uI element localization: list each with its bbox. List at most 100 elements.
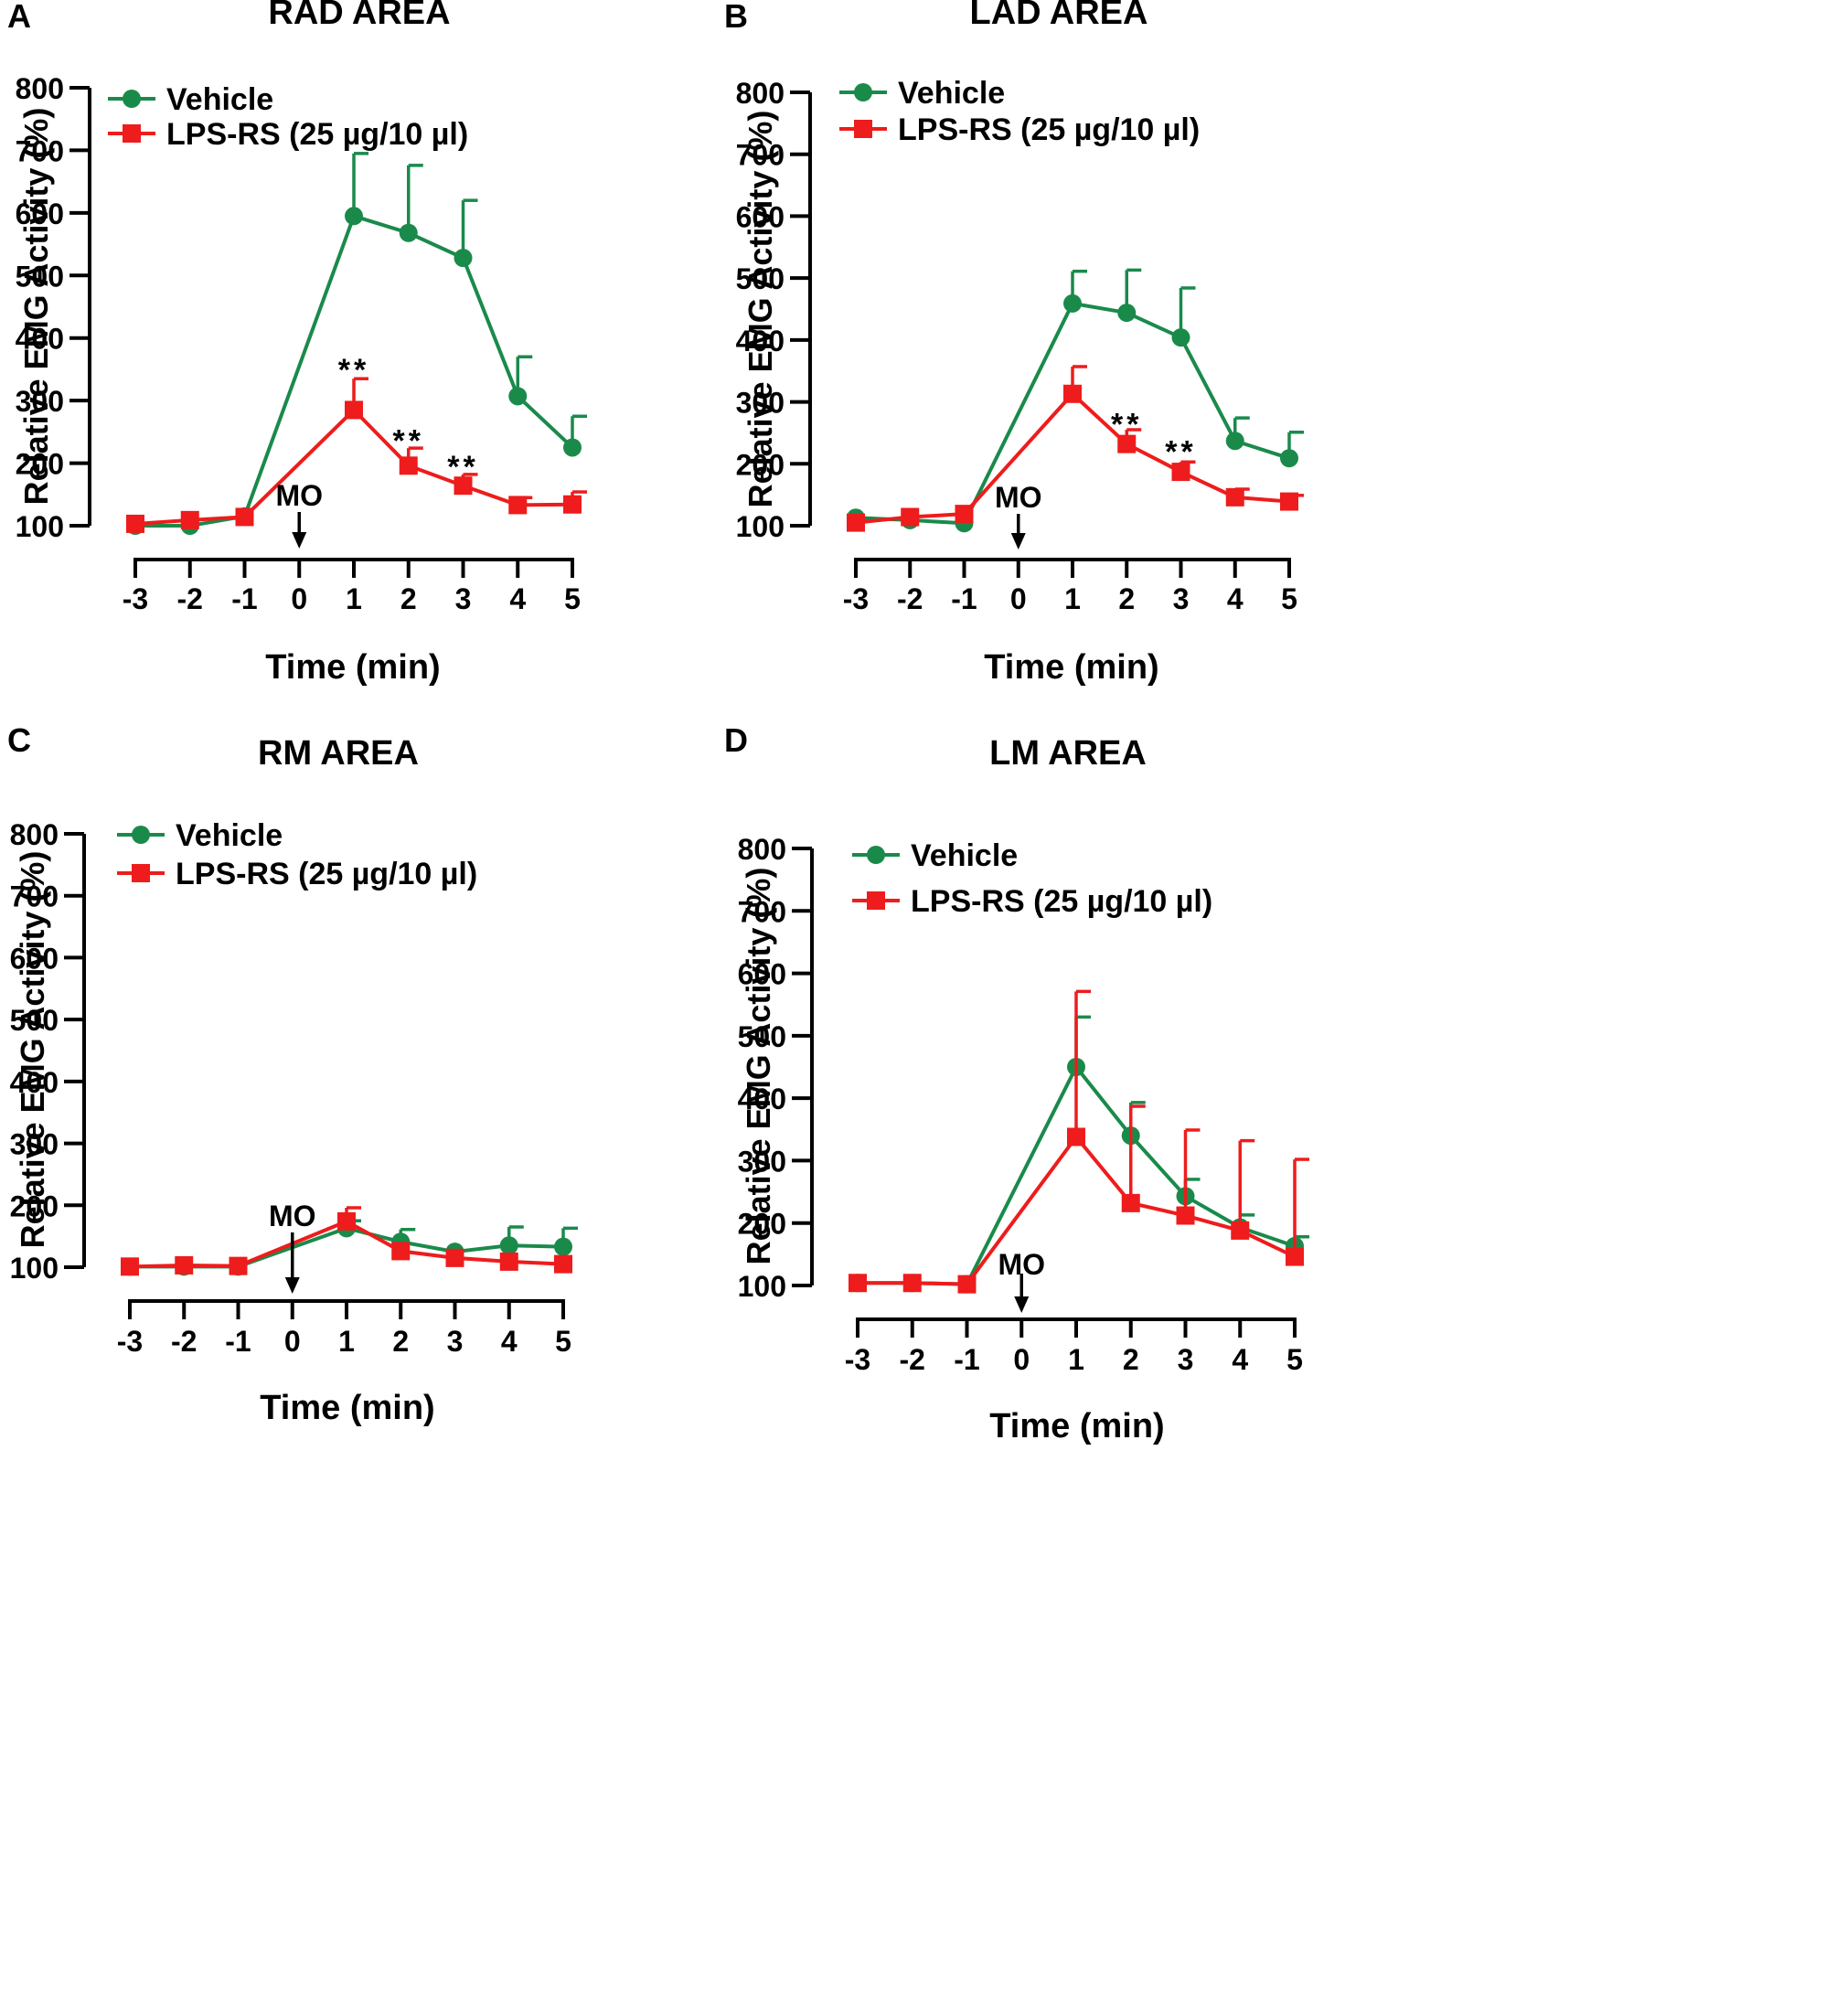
x-tick-label: -1 [225, 1325, 251, 1358]
y-tick-label: 100 [16, 510, 64, 543]
y-tick-label: 400 [736, 325, 785, 357]
x-tick-label: 5 [1286, 1343, 1303, 1376]
x-tick-label: -2 [900, 1343, 925, 1376]
x-tick-label: -2 [897, 582, 923, 615]
y-axis-label: Relative EMG Activity (%) [17, 108, 55, 506]
x-tick-label: 3 [1173, 582, 1190, 615]
legend-circle-icon [854, 83, 872, 101]
y-axis-label: Relative EMG Activity (%) [742, 111, 779, 508]
x-axis-label: Time (min) [260, 1389, 434, 1427]
series-line [858, 1134, 1296, 1286]
x-tick-label: 4 [1227, 582, 1244, 615]
panel-letter: C [7, 721, 31, 759]
data-point [563, 495, 582, 514]
x-tick-label: 3 [1178, 1343, 1194, 1376]
legend-label: LPS-RS (25 µg/10 µl) [898, 112, 1200, 147]
data-point [1280, 492, 1298, 511]
x-tick-label: -2 [171, 1325, 197, 1358]
data-point [1286, 1247, 1304, 1266]
x-axis-label: Time (min) [265, 648, 440, 687]
y-tick-label: 200 [10, 1189, 59, 1222]
x-tick-label: -1 [951, 582, 977, 615]
x-tick-label: -3 [123, 582, 148, 615]
data-point [1231, 1221, 1250, 1240]
y-tick-label: 500 [16, 260, 64, 293]
data-point [454, 476, 473, 496]
data-point [391, 1242, 411, 1261]
legend-label: LPS-RS (25 µg/10 µl) [176, 857, 477, 891]
significance-marker: ** [1165, 435, 1196, 470]
data-point [121, 1257, 139, 1276]
chart-title: LM AREA [989, 734, 1147, 773]
x-tick-label: 4 [1232, 1343, 1248, 1376]
data-point [1225, 432, 1244, 451]
series-line [855, 390, 1290, 525]
data-point [1063, 293, 1082, 313]
mo-arrow-head-icon [292, 532, 307, 549]
data-point [1171, 328, 1190, 347]
data-point [508, 387, 528, 406]
legend-square-icon [867, 891, 885, 910]
series-vehicle [126, 152, 587, 535]
mo-label: MO [269, 1200, 316, 1232]
x-tick-label: 1 [338, 1325, 355, 1358]
data-point [345, 400, 363, 420]
data-point [175, 1255, 194, 1275]
x-tick-label: 2 [1118, 582, 1135, 615]
y-tick-label: 600 [16, 197, 64, 230]
y-tick-label: 700 [736, 139, 785, 172]
y-tick-label: 200 [16, 448, 64, 481]
data-point [399, 223, 418, 242]
data-point [1121, 1193, 1140, 1212]
legend-label: Vehicle [898, 76, 1005, 111]
data-point [345, 207, 363, 226]
y-tick-label: 100 [10, 1252, 59, 1285]
significance-marker: ** [1111, 407, 1142, 442]
data-point [1117, 434, 1137, 453]
x-tick-label: 0 [291, 582, 307, 615]
y-axis-label: Relative EMG Activity (%) [14, 851, 51, 1249]
significance-marker: ** [338, 353, 369, 388]
data-point [499, 1236, 518, 1255]
x-tick-label: -2 [177, 582, 203, 615]
y-tick-label: 200 [736, 448, 785, 481]
data-point [454, 249, 473, 268]
x-tick-label: -1 [231, 582, 257, 615]
x-tick-label: 5 [564, 582, 581, 615]
significance-marker: ** [393, 423, 424, 458]
x-axis-label: Time (min) [984, 648, 1158, 687]
x-tick-label: 5 [555, 1325, 571, 1358]
y-tick-label: 300 [10, 1128, 59, 1161]
x-tick-label: 1 [1068, 1343, 1084, 1376]
data-point [1067, 1127, 1085, 1147]
panel-letter: B [724, 0, 748, 35]
chart-title: LAD AREA [970, 0, 1148, 32]
series-lps-rs [849, 989, 1309, 1294]
y-tick-label: 300 [736, 387, 785, 420]
legend-label: LPS-RS (25 µg/10 µl) [166, 117, 468, 152]
legend-square-icon [123, 124, 141, 143]
panel-b: B LAD AREA 100 200 300 400 500 600 700 800Relativ… [724, 0, 1304, 687]
x-tick-label: 2 [400, 582, 417, 615]
y-tick-label: 600 [738, 958, 786, 991]
y-tick-label: 300 [16, 385, 64, 418]
legend-square-icon [854, 120, 872, 138]
panel-letter: A [7, 0, 31, 35]
panel-a: A RAD AREA 100 200 300 400 500 600 700 800Relativ… [7, 0, 587, 687]
x-tick-label: -3 [843, 582, 869, 615]
y-tick-label: 800 [738, 833, 786, 866]
y-tick-label: 700 [738, 895, 786, 928]
mo-arrow-head-icon [284, 1277, 300, 1294]
panel-letter: D [724, 721, 748, 759]
data-point [554, 1237, 572, 1256]
y-tick-label: 500 [10, 1004, 59, 1037]
x-tick-label: 0 [1010, 582, 1027, 615]
mo-arrow-head-icon [1014, 1296, 1030, 1313]
data-point [554, 1254, 572, 1274]
legend-circle-icon [132, 826, 150, 844]
x-tick-label: 1 [346, 582, 362, 615]
